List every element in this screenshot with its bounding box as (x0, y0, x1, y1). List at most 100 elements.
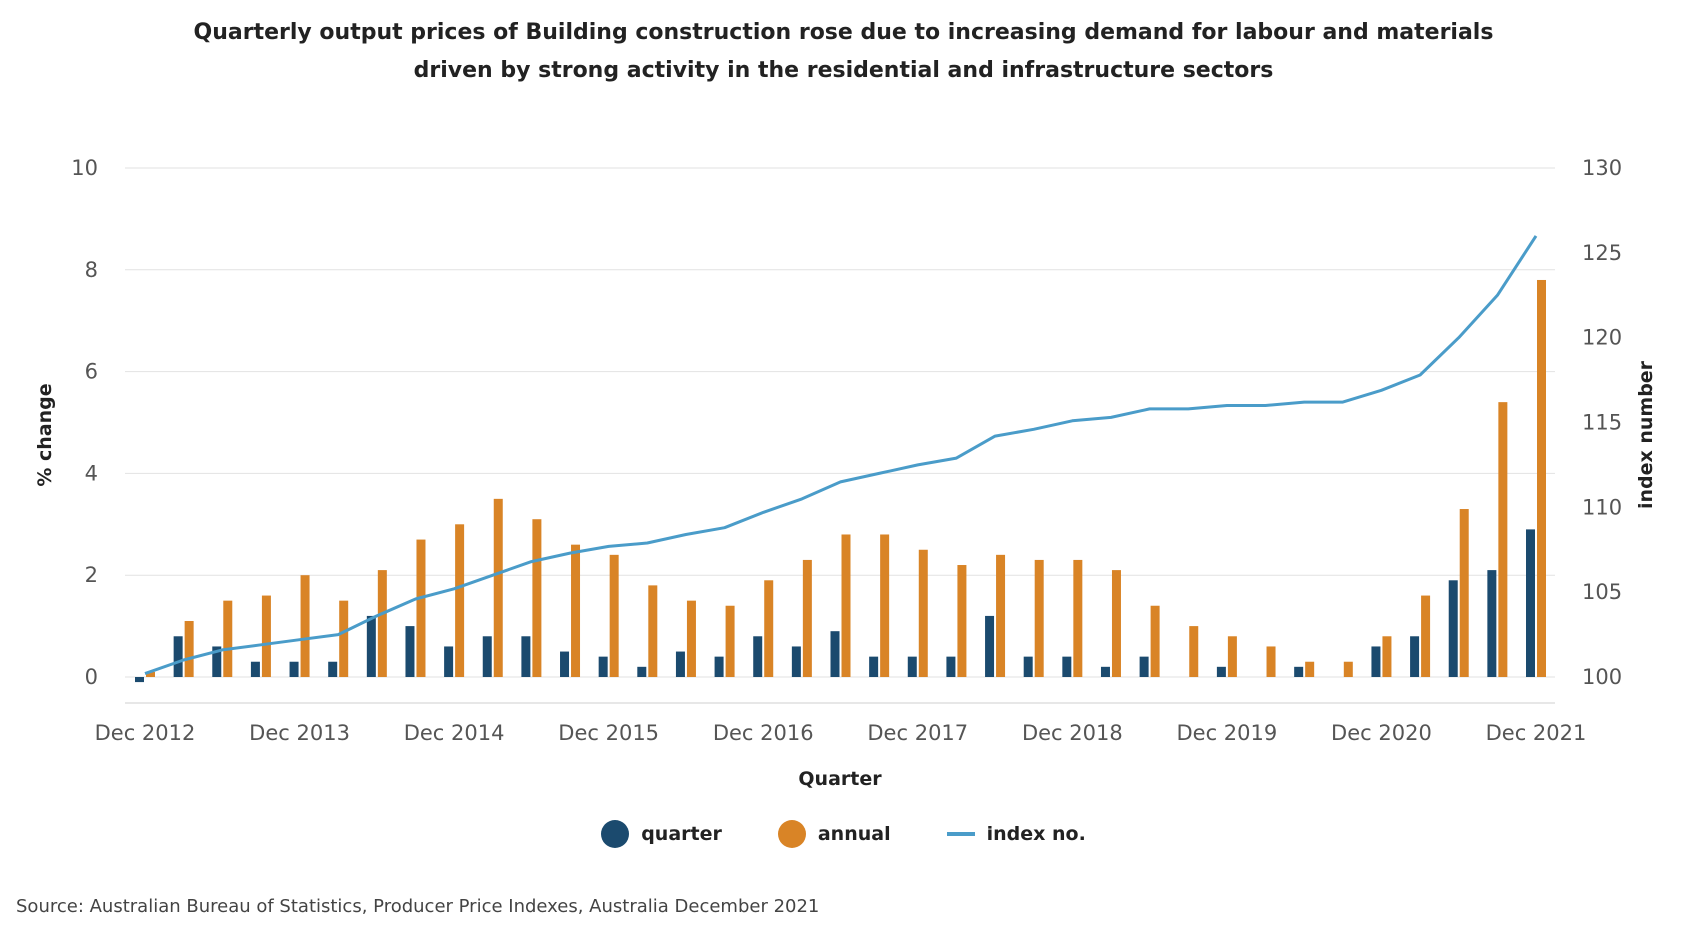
bar-annual (1305, 661, 1315, 677)
y-tick-label: 2 (85, 563, 98, 587)
y2-tick-label: 105 (1582, 580, 1622, 604)
bar-quarter (1371, 646, 1381, 677)
bar-quarter (1023, 656, 1033, 677)
bar-annual (841, 534, 851, 677)
chart-title-line-1: Quarterly output prices of Building cons… (193, 20, 1494, 45)
legend-item-quarter: quarter (601, 820, 722, 848)
chart-title: Quarterly output prices of Building cons… (0, 14, 1687, 90)
bar-annual (571, 544, 581, 677)
y-axis-title: % change (34, 383, 56, 486)
bar-annual (1073, 559, 1083, 677)
source-note: Source: Australian Bureau of Statistics,… (16, 896, 820, 917)
x-tick-label: Dec 2019 (1177, 721, 1278, 745)
bar-annual (1189, 626, 1199, 677)
bar-annual (725, 605, 735, 677)
y-tick-label: 8 (85, 258, 98, 282)
y2-tick-label: 120 (1582, 326, 1622, 350)
bar-annual (764, 580, 774, 677)
bar-quarter (135, 677, 144, 683)
bar-annual (1498, 402, 1508, 677)
bar-annual (493, 498, 503, 677)
chart-title-line-2: driven by strong activity in the residen… (413, 58, 1274, 83)
bar-annual (1034, 559, 1044, 677)
x-tick-label: Dec 2013 (249, 721, 350, 745)
bar-quarter (830, 631, 840, 677)
bar-quarter (1294, 666, 1304, 677)
bar-quarter (173, 636, 183, 677)
y-tick-label: 4 (85, 461, 98, 485)
x-tick-label: Dec 2012 (95, 721, 196, 745)
bar-annual (1266, 646, 1276, 677)
bar-annual (1459, 509, 1469, 677)
bar-quarter (637, 666, 647, 677)
y-tick-label: 0 (85, 665, 98, 689)
legend-swatch-annual (777, 820, 806, 848)
bar-annual (1343, 661, 1353, 677)
bar-quarter (1100, 666, 1110, 677)
y2-tick-label: 130 (1582, 156, 1622, 180)
bar-annual (996, 554, 1006, 677)
bar-annual (648, 585, 658, 677)
bar-annual (146, 671, 155, 677)
bars (135, 279, 1546, 683)
index-line-layer (144, 235, 1538, 676)
bar-quarter (675, 651, 685, 677)
bar-quarter (1487, 570, 1497, 677)
bar-annual (1150, 605, 1160, 677)
bar-quarter (1448, 580, 1458, 677)
bar-quarter (289, 661, 299, 677)
bar-quarter (714, 656, 724, 677)
y2-tick-label: 100 (1582, 665, 1622, 689)
bar-annual (1421, 595, 1431, 677)
bar-quarter (521, 636, 531, 677)
legend: quarter annual index no. (0, 820, 1687, 848)
bar-quarter (328, 661, 338, 677)
y2-tick-label: 125 (1582, 241, 1622, 265)
legend-item-annual: annual (777, 820, 891, 848)
bar-quarter (444, 646, 454, 677)
legend-swatch-index (946, 832, 975, 836)
bar-annual (686, 600, 696, 677)
bar-annual (377, 570, 387, 677)
legend-label-quarter: quarter (641, 823, 722, 845)
bar-quarter (869, 656, 879, 677)
bar-quarter (1216, 666, 1226, 677)
y2-tick-label: 115 (1582, 411, 1622, 435)
bar-quarter (791, 646, 801, 677)
bar-quarter (1410, 636, 1420, 677)
legend-item-index: index no. (946, 823, 1086, 845)
bar-quarter (1526, 529, 1535, 677)
bar-quarter (405, 626, 415, 677)
bar-annual (300, 575, 310, 677)
bar-annual (532, 519, 542, 677)
x-tick-label: Dec 2017 (867, 721, 968, 745)
x-tick-label: Dec 2015 (558, 721, 659, 745)
bar-quarter (1062, 656, 1072, 677)
bar-quarter (482, 636, 492, 677)
bar-quarter (212, 646, 222, 677)
bar-annual (339, 600, 349, 677)
bar-annual (957, 565, 967, 677)
y-tick-label: 6 (85, 360, 98, 384)
x-tick-label: Dec 2016 (713, 721, 814, 745)
bar-quarter (598, 656, 608, 677)
bar-quarter (985, 615, 995, 677)
bar-annual (1111, 570, 1121, 677)
bar-annual (416, 539, 426, 677)
bar-quarter (1139, 656, 1149, 677)
legend-swatch-quarter (601, 820, 630, 848)
bar-annual (1227, 636, 1237, 677)
y2-axis-title: index number (1635, 360, 1657, 509)
x-tick-label: Dec 2021 (1486, 721, 1587, 745)
bar-annual (184, 621, 194, 677)
bar-annual (880, 534, 890, 677)
index-line (144, 235, 1538, 676)
axes: 0 2 4 6 8 10 100 105 110 115 120 125 130 Dec 2012 Dec … (34, 156, 1657, 790)
y2-tick-label: 110 (1582, 495, 1622, 519)
bar-annual (609, 554, 619, 677)
x-axis-title: Quarter (798, 768, 882, 790)
legend-label-annual: annual (817, 823, 891, 845)
gridlines (125, 167, 1555, 678)
legend-label-index: index no. (986, 823, 1086, 845)
